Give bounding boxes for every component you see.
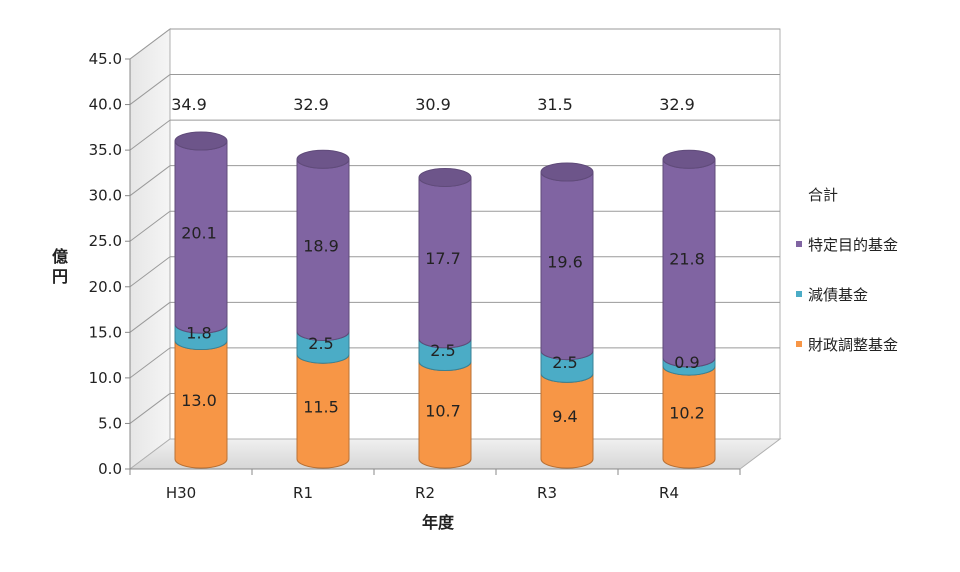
data-label: 10.7 <box>425 401 461 420</box>
data-label: 2.5 <box>308 334 333 353</box>
axes: 0.0 5.0 10.0 15.0 20.0 25.0 30.0 35.0 40.0 45.0 H3… <box>89 50 741 502</box>
bar-cap <box>174 131 228 151</box>
gridline-side <box>129 301 171 333</box>
data-label: 20.1 <box>181 224 217 243</box>
y-tick-label: 20.0 <box>89 278 122 296</box>
data-label: 2.5 <box>552 353 577 372</box>
x-tick-label: R2 <box>415 484 435 502</box>
bar-group <box>174 131 228 469</box>
bar-cap <box>418 167 472 187</box>
y-tick-label: 25.0 <box>89 232 122 250</box>
x-axis-title: 年度 <box>422 513 455 532</box>
legend-label: 財政調整基金 <box>808 336 898 354</box>
legend-item: 特定目的基金 <box>796 236 898 254</box>
y-axis-title: 億円 <box>52 247 68 286</box>
legend-item: 財政調整基金 <box>796 336 898 354</box>
bars <box>174 131 716 469</box>
total-label: 31.5 <box>537 95 573 114</box>
gridline-side <box>129 347 171 379</box>
x-tick-label: R4 <box>659 484 679 502</box>
data-label: 19.6 <box>547 252 583 271</box>
bar-cap <box>540 162 594 182</box>
bar-group <box>662 149 716 469</box>
legend-label: 特定目的基金 <box>808 236 898 254</box>
data-label: 21.8 <box>669 250 705 269</box>
y-tick-label: 0.0 <box>98 460 122 478</box>
y-tick-label: 30.0 <box>89 187 122 205</box>
y-tick-label: 35.0 <box>89 141 122 159</box>
legend-swatch <box>796 291 802 297</box>
legend-item: 合計 <box>808 186 838 204</box>
gridline-side <box>129 28 171 60</box>
data-labels: 13.0 1.8 20.1 34.9 11.5 2.5 18.9 32.9 10.7 2.5 17.… <box>171 95 705 426</box>
bar-group <box>296 149 350 469</box>
data-label: 9.4 <box>552 407 577 426</box>
data-label: 10.2 <box>669 404 705 423</box>
legend-item: 減債基金 <box>796 286 868 304</box>
data-label: 2.5 <box>430 341 455 360</box>
data-label: 0.9 <box>674 353 699 372</box>
gridline-side <box>129 210 171 242</box>
data-label: 17.7 <box>425 249 461 268</box>
y-axis-title-char: 億 <box>52 247 68 266</box>
bar-cap <box>296 149 350 169</box>
y-tick-label: 45.0 <box>89 50 122 68</box>
side-wall <box>129 28 171 470</box>
data-label: 1.8 <box>186 323 211 342</box>
gridline-side <box>129 393 171 424</box>
data-label: 11.5 <box>303 398 339 417</box>
legend-label: 減債基金 <box>808 286 868 304</box>
x-tick-label: R3 <box>537 484 557 502</box>
legend-swatch <box>796 241 802 247</box>
y-axis-title-char: 円 <box>52 267 68 286</box>
data-label: 13.0 <box>181 391 217 410</box>
bar-group <box>418 167 472 469</box>
total-label: 30.9 <box>415 95 451 114</box>
gridline-side <box>129 74 171 105</box>
y-tick-label: 5.0 <box>98 414 122 432</box>
y-tick-label: 10.0 <box>89 369 122 387</box>
data-label: 18.9 <box>303 236 339 255</box>
gridline-side <box>129 165 171 197</box>
x-tick-label: R1 <box>293 484 313 502</box>
total-label: 32.9 <box>659 95 695 114</box>
y-tick-label: 40.0 <box>89 96 122 114</box>
x-tick-label: H30 <box>166 484 196 502</box>
bar-group <box>540 162 594 469</box>
gridline-side <box>129 256 171 288</box>
total-label: 32.9 <box>293 95 329 114</box>
legend-swatch <box>796 341 802 347</box>
legend-label: 合計 <box>808 186 838 204</box>
y-tick-label: 15.0 <box>89 323 122 341</box>
bar-cap <box>662 149 716 169</box>
total-label: 34.9 <box>171 95 207 114</box>
gridline-side <box>129 119 171 151</box>
